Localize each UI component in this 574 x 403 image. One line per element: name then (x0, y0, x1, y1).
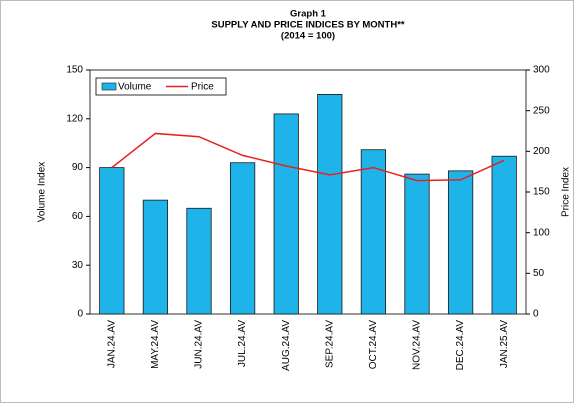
bar (360, 149, 387, 315)
bar (447, 170, 474, 315)
y2-tick-label: 200 (533, 146, 550, 157)
x-tick-label: AUG.24.AV (281, 320, 292, 371)
chart-title: Graph 1 (290, 9, 327, 20)
y-tick-label: 120 (66, 113, 83, 124)
x-tick-label: DEC.24.AV (455, 320, 466, 371)
x-tick-label: JUL.24.AV (237, 320, 248, 367)
bar (99, 167, 125, 315)
y-tick-label: 150 (66, 65, 83, 76)
bar (491, 155, 517, 315)
y-tick-label: 60 (72, 211, 84, 222)
y2-tick-label: 250 (533, 105, 550, 116)
bar (142, 199, 169, 315)
bar (186, 207, 212, 315)
x-tick-label: JAN.24.AV (106, 320, 117, 368)
x-tick-label: JAN.25.AV (499, 320, 510, 368)
y2-tick-label: 300 (533, 65, 550, 76)
x-tick-label: OCT.24.AV (368, 320, 379, 370)
line (111, 132, 505, 182)
y2-tick-label: 150 (533, 187, 550, 198)
legend-label: Volume (118, 82, 152, 93)
y-tick-label: 90 (72, 162, 84, 173)
y2-tick-label: 50 (533, 268, 545, 279)
bar (317, 94, 343, 315)
legend-box (95, 77, 227, 96)
x-tick-label: NOV.24.AV (412, 320, 423, 370)
chart-title: SUPPLY AND PRICE INDICES BY MONTH** (211, 20, 405, 31)
y-tick-label: 30 (72, 260, 84, 271)
bar (273, 113, 299, 315)
legend-label: Price (191, 82, 214, 93)
y2-tick-label: 0 (533, 309, 539, 320)
x-tick-label: SEP.24.AV (324, 320, 335, 368)
chart-title: (2014 = 100) (281, 31, 335, 42)
x-tick-label: MAY.24.AV (150, 320, 161, 369)
y2-tick-label: 100 (533, 227, 550, 238)
bar (404, 173, 430, 315)
bar (229, 162, 256, 315)
y-tick-label: 0 (77, 309, 83, 320)
y2-axis-label: Price Index (561, 167, 572, 217)
legend-swatch (101, 82, 117, 91)
x-tick-label: JUN.24.AV (194, 320, 205, 369)
y-axis-label: Volume Index (37, 162, 48, 223)
